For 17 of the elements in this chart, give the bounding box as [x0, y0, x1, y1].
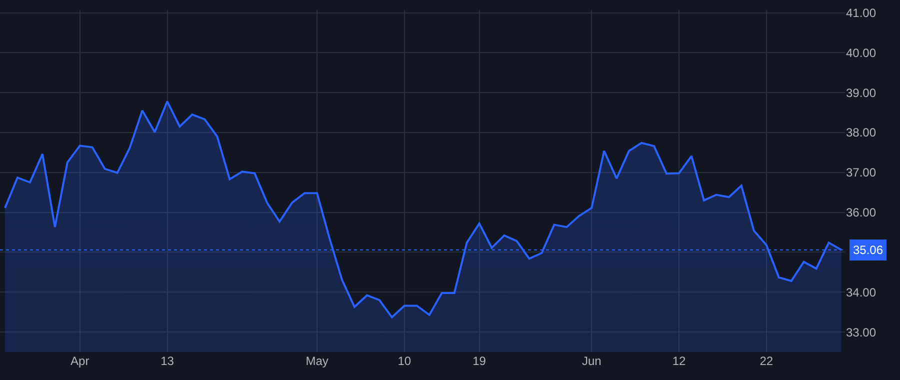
x-tick-label: 19: [472, 354, 486, 368]
x-tick-label: 10: [398, 354, 412, 368]
ref-line-label: 35.06: [853, 243, 884, 257]
x-tick-label: 12: [672, 354, 686, 368]
y-tick-label: 37.00: [846, 166, 876, 180]
x-tick-label: Apr: [70, 354, 90, 368]
x-tick-label: May: [306, 354, 328, 368]
y-tick-label: 41.00: [846, 6, 876, 20]
y-tick-label: 39.00: [846, 86, 876, 100]
x-tick-label: 13: [160, 354, 174, 368]
y-tick-label: 33.00: [846, 325, 876, 340]
x-tick-label: 22: [760, 354, 774, 368]
y-tick-label: 38.00: [846, 126, 876, 140]
y-tick-label: 36.00: [846, 206, 876, 220]
y-tick-label: 34.00: [846, 285, 876, 300]
y-tick-label: 40.00: [846, 46, 876, 60]
x-tick-label: Jun: [582, 354, 602, 368]
